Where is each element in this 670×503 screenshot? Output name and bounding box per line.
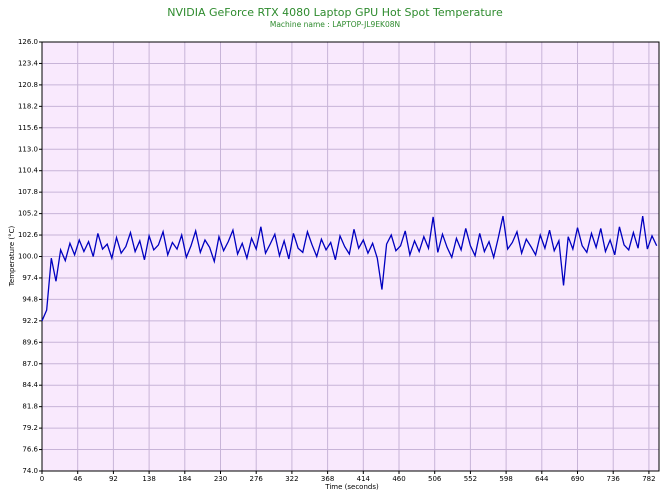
- x-tick-label: 230: [214, 475, 227, 483]
- y-tick-label: 92.2: [22, 317, 38, 325]
- x-axis-label: Time (seconds): [324, 483, 379, 491]
- y-tick-label: 123.4: [18, 59, 39, 67]
- y-tick-label: 102.6: [18, 231, 39, 239]
- y-tick-label: 100.0: [18, 253, 38, 261]
- y-tick-label: 84.4: [22, 381, 38, 389]
- x-tick-label: 690: [571, 475, 584, 483]
- y-tick-label: 74.0: [22, 467, 38, 475]
- x-tick-label: 736: [607, 475, 621, 483]
- x-tick-label: 92: [109, 475, 118, 483]
- y-axis-label: Temperature (°C): [8, 226, 16, 288]
- y-tick-label: 113.0: [18, 145, 38, 153]
- x-tick-label: 368: [321, 475, 334, 483]
- x-tick-label: 460: [392, 475, 405, 483]
- y-tick-label: 81.8: [22, 403, 38, 411]
- y-tick-label: 105.2: [18, 210, 38, 218]
- y-tick-label: 79.2: [22, 424, 38, 432]
- x-tick-label: 322: [285, 475, 298, 483]
- y-tick-label: 126.0: [18, 38, 38, 46]
- x-tick-label: 184: [178, 475, 192, 483]
- x-tick-label: 46: [73, 475, 82, 483]
- y-tick-label: 115.6: [18, 124, 39, 132]
- y-tick-label: 110.4: [18, 167, 39, 175]
- x-tick-label: 0: [40, 475, 44, 483]
- y-tick-label: 94.8: [22, 295, 38, 303]
- chart-subtitle: Machine name : LAPTOP-JL9EK08N: [270, 20, 400, 29]
- x-tick-label: 138: [142, 475, 155, 483]
- x-tick-label: 414: [357, 475, 371, 483]
- x-tick-label: 644: [535, 475, 549, 483]
- y-tick-label: 97.4: [22, 274, 38, 282]
- x-tick-label: 276: [250, 475, 264, 483]
- x-tick-label: 598: [499, 475, 512, 483]
- y-tick-label: 118.2: [18, 102, 38, 110]
- x-tick-label: 782: [642, 475, 655, 483]
- x-tick-label: 552: [464, 475, 477, 483]
- y-tick-label: 76.6: [22, 446, 38, 454]
- chart-title: NVIDIA GeForce RTX 4080 Laptop GPU Hot S…: [167, 6, 503, 19]
- x-tick-label: 506: [428, 475, 442, 483]
- data-line: [41, 215, 658, 322]
- plot-border: [41, 41, 660, 472]
- y-tick-label: 89.6: [22, 338, 38, 346]
- y-tick-label: 87.0: [22, 360, 38, 368]
- y-tick-label: 107.8: [18, 188, 38, 196]
- y-tick-label: 120.8: [18, 81, 38, 89]
